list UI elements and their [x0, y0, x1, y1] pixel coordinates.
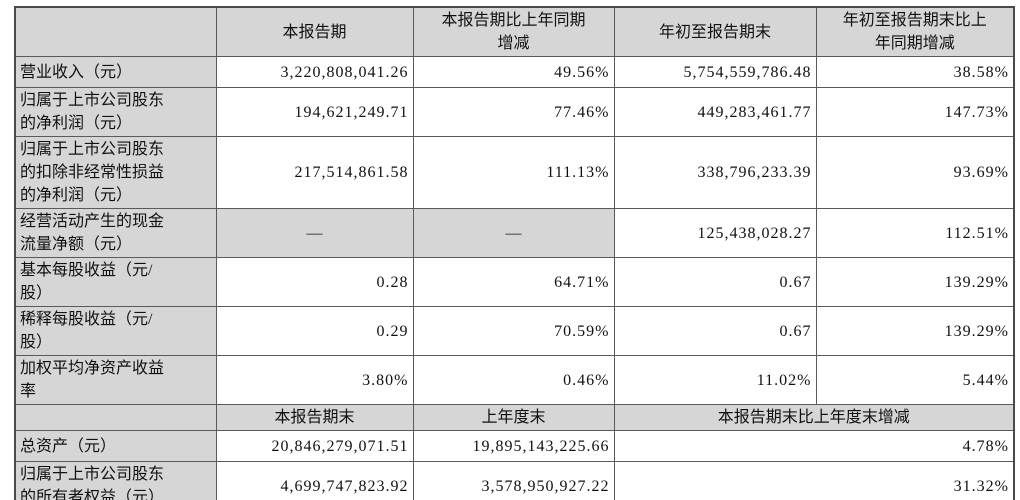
table-row-owners-equity: 归属于上市公司股东 的所有者权益（元） 4,699,747,823.92 3,5…	[14, 461, 1015, 500]
header-current-period-yoy: 本报告期比上年同期 增减	[412, 6, 615, 57]
row-label-cell: 归属于上市公司股东 的净利润（元）	[14, 87, 217, 137]
value-cell: 0.46%	[412, 355, 615, 405]
value-cell: 31.32%	[613, 461, 1015, 500]
header-empty-cell	[14, 404, 217, 431]
row-label-cell: 营业收入（元）	[14, 56, 217, 88]
financial-summary-table: 本报告期 本报告期比上年同期 增减 年初至报告期末 年初至报告期末比上 年同期增…	[14, 6, 1015, 500]
row-label-cell: 归属于上市公司股东 的扣除非经常性损益 的净利润（元）	[14, 136, 217, 209]
table-row-basic-eps: 基本每股收益（元/ 股） 0.28 64.71% 0.67 139.29%	[14, 257, 1015, 307]
value-cell: 449,283,461.77	[613, 87, 817, 137]
value-cell: 5.44%	[815, 355, 1015, 405]
header-period-end: 本报告期末	[215, 404, 414, 431]
value-cell: 77.46%	[412, 87, 615, 137]
value-cell: 194,621,249.71	[215, 87, 414, 137]
value-cell: 0.67	[613, 257, 817, 307]
value-cell: 4.78%	[613, 430, 1015, 462]
row-label-cell: 加权平均净资产收益 率	[14, 355, 217, 405]
table-row-operating-cash-flow: 经营活动产生的现金 流量净额（元） — — 125,438,028.27 112…	[14, 208, 1015, 258]
value-cell: 0.67	[613, 306, 817, 356]
value-cell: 4,699,747,823.92	[215, 461, 414, 500]
value-cell: 38.58%	[815, 56, 1015, 88]
header-ytd-yoy: 年初至报告期末比上 年同期增减	[815, 6, 1015, 57]
table-row-weighted-avg-roe: 加权平均净资产收益 率 3.80% 0.46% 11.02% 5.44%	[14, 355, 1015, 405]
row-label-cell: 稀释每股收益（元/ 股）	[14, 306, 217, 356]
value-cell: 3,578,950,927.22	[412, 461, 615, 500]
header-empty-cell	[14, 6, 217, 57]
value-cell: 19,895,143,225.66	[412, 430, 615, 462]
value-cell: 70.59%	[412, 306, 615, 356]
value-cell: 111.13%	[412, 136, 615, 209]
value-cell: 0.29	[215, 306, 414, 356]
value-cell: 3,220,808,041.26	[215, 56, 414, 88]
row-label-cell: 基本每股收益（元/ 股）	[14, 257, 217, 307]
header-prior-year-end: 上年度末	[412, 404, 615, 431]
value-cell: 64.71%	[412, 257, 615, 307]
value-cell: 49.56%	[412, 56, 615, 88]
value-cell-na: —	[215, 208, 414, 258]
row-label-cell: 归属于上市公司股东 的所有者权益（元）	[14, 461, 217, 500]
row-label-cell: 经营活动产生的现金 流量净额（元）	[14, 208, 217, 258]
value-cell: 147.73%	[815, 87, 1015, 137]
row-label-cell: 总资产（元）	[14, 430, 217, 462]
table-header-row-1: 本报告期 本报告期比上年同期 增减 年初至报告期末 年初至报告期末比上 年同期增…	[14, 6, 1015, 57]
value-cell: 5,754,559,786.48	[613, 56, 817, 88]
value-cell: 139.29%	[815, 257, 1015, 307]
value-cell: 11.02%	[613, 355, 817, 405]
value-cell: 0.28	[215, 257, 414, 307]
value-cell-na: —	[412, 208, 615, 258]
header-current-period: 本报告期	[215, 6, 414, 57]
header-period-end-vs-prior-year-end: 本报告期末比上年度末增减	[613, 404, 1015, 431]
table-row-net-profit-excl-nonrecurring: 归属于上市公司股东 的扣除非经常性损益 的净利润（元） 217,514,861.…	[14, 136, 1015, 209]
value-cell: 125,438,028.27	[613, 208, 817, 258]
table-row-diluted-eps: 稀释每股收益（元/ 股） 0.29 70.59% 0.67 139.29%	[14, 306, 1015, 356]
table-row-net-profit: 归属于上市公司股东 的净利润（元） 194,621,249.71 77.46% …	[14, 87, 1015, 137]
table-row-operating-revenue: 营业收入（元） 3,220,808,041.26 49.56% 5,754,55…	[14, 56, 1015, 88]
table-header-row-2: 本报告期末 上年度末 本报告期末比上年度末增减	[14, 404, 1015, 431]
value-cell: 217,514,861.58	[215, 136, 414, 209]
value-cell: 3.80%	[215, 355, 414, 405]
header-ytd: 年初至报告期末	[613, 6, 817, 57]
value-cell: 93.69%	[815, 136, 1015, 209]
value-cell: 338,796,233.39	[613, 136, 817, 209]
value-cell: 112.51%	[815, 208, 1015, 258]
value-cell: 20,846,279,071.51	[215, 430, 414, 462]
table-row-total-assets: 总资产（元） 20,846,279,071.51 19,895,143,225.…	[14, 430, 1015, 462]
value-cell: 139.29%	[815, 306, 1015, 356]
